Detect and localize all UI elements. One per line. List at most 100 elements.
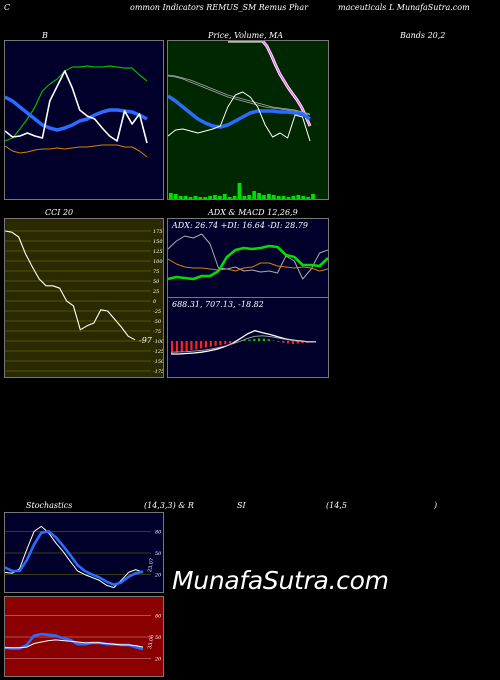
volume-bar: [213, 195, 217, 199]
volume-bar: [262, 195, 266, 199]
panel-background: [168, 298, 328, 377]
volume-bar: [188, 197, 193, 199]
macd-histogram-bar: [190, 341, 193, 351]
panel-background: [5, 597, 163, 676]
volume-bar: [252, 191, 257, 199]
price-high-line: [228, 41, 311, 127]
volume-bar: [267, 194, 271, 199]
volume-bar: [173, 194, 178, 199]
macd-histogram-bar: [214, 341, 217, 346]
stochastics-tick-label: 20: [154, 573, 162, 579]
volume-bar: [237, 183, 242, 199]
volume-bar: [193, 196, 198, 199]
cci-panel: 175 150 125 100 75 50 25 0 -25 -50 -75 -100 -125 -150…: [4, 218, 164, 378]
adx-panel: ADX: 26.74 +DI: 16.64 -DI: 28.79: [167, 218, 329, 298]
cci-tick-label: 175: [153, 229, 163, 235]
price-line: [168, 91, 311, 142]
volume-bar: [227, 197, 232, 199]
rsi-tick-label: 20: [154, 657, 162, 663]
title-adx-macd: ADX & MACD 12,26,9: [208, 208, 298, 217]
macd-histogram-bar: [180, 341, 183, 352]
cci-tick-label: 150: [153, 239, 163, 245]
rsi-value-label: 33.06: [147, 634, 155, 649]
cci-tick-label: 50: [153, 279, 160, 285]
cci-chart: 175 150 125 100 75 50 25 0 -25 -50 -75 -100 -125 -150…: [5, 219, 163, 377]
macd-histogram-bar: [204, 341, 207, 348]
cci-tick-label: 0: [153, 299, 157, 305]
macd-histogram-bar: [209, 341, 212, 347]
bb-lower-line: [5, 144, 148, 158]
volume-bar: [232, 196, 237, 199]
ma-long-1-line: [168, 74, 311, 115]
header-company: ommon Indicators REMUS_SM Remus Phar: [130, 3, 309, 12]
macd-signal-line: [170, 335, 317, 353]
cci-line: [5, 230, 136, 341]
macd-histogram-bar: [171, 341, 174, 354]
ma-long-2-line: [168, 75, 311, 116]
volume-bar: [271, 195, 276, 199]
cci-tick-label: -175: [153, 369, 163, 375]
macd-histogram-bar: [219, 341, 222, 345]
macd-histogram-bar: [229, 341, 232, 344]
panel-background: [168, 41, 328, 199]
macd-histogram-bar: [185, 341, 188, 352]
title-rsi-close: ): [434, 501, 438, 510]
title-stochastics: Stochastics: [26, 501, 73, 510]
macd-histogram-bar: [301, 341, 304, 344]
cci-tick-label: 125: [153, 249, 163, 255]
bollinger-chart: [5, 41, 163, 199]
macd-histogram-bar: [224, 341, 227, 345]
cci-tick-label: -100: [153, 339, 163, 345]
macd-histogram-bar: [175, 341, 178, 353]
bb-price-line: [5, 70, 148, 144]
title-rsi-params: (14,5: [326, 501, 347, 510]
macd-histogram-bar: [262, 338, 265, 341]
title-bollinger: B: [42, 31, 48, 40]
header-company-2: maceuticals L MunafaSutra.com: [338, 3, 470, 12]
macd-chart: [168, 298, 328, 377]
header-c: C: [4, 3, 11, 12]
volume-bar: [311, 194, 315, 199]
rsi-tick-label: 80: [155, 613, 162, 619]
adx-minus-di-line: [168, 258, 328, 272]
volume-bar: [286, 197, 291, 199]
volume-bar: [178, 196, 183, 199]
macd-histogram-bar: [200, 341, 203, 349]
volume-bar: [208, 196, 212, 199]
adx-chart: [168, 219, 328, 297]
stochastics-tick-label: 80: [155, 529, 162, 535]
cci-tick-label: -25: [153, 309, 161, 315]
macd-histogram-bar: [277, 341, 280, 342]
cci-tick-label: -75: [153, 329, 161, 335]
volume-bar: [183, 196, 188, 199]
title-price-volume-ma: Price, Volume, MA: [208, 31, 284, 40]
macd-histogram-bar: [258, 338, 261, 341]
adx-plus-di-line: [168, 244, 328, 281]
bollinger-panel: [4, 40, 164, 200]
cci-tick-label: 75: [153, 269, 159, 275]
rsi-chart: 80 50 20 33.06: [5, 597, 163, 676]
volume-bar: [301, 196, 306, 199]
cci-tick-label: 100: [153, 259, 163, 265]
cci-tick-label: -125: [153, 349, 163, 355]
panel-background: [168, 219, 328, 297]
volume-bar: [306, 197, 310, 199]
price-chart: [168, 41, 328, 199]
rsi-rsi-ma-line: [5, 639, 144, 649]
macd-histogram-bar: [248, 339, 251, 341]
title-bands: Bands 20,2: [400, 31, 446, 40]
panel-background: [5, 513, 163, 592]
stochastics-value-label: 23.07: [147, 558, 155, 573]
ma-short-line: [168, 94, 311, 129]
macd-panel: 688.31, 707.13, -18.82: [167, 297, 329, 378]
macd-histogram-bar: [253, 338, 256, 341]
cci-value-label: -97: [139, 336, 153, 345]
macd-histogram-bar: [296, 341, 299, 344]
macd-histogram-bar: [291, 341, 294, 344]
volume-bar: [203, 197, 208, 199]
macd-label: 688.31, 707.13, -18.82: [172, 300, 264, 309]
stochastics-panel: 80 50 20 23.07: [4, 512, 164, 593]
volume-bar: [242, 196, 247, 199]
volume-bar: [281, 196, 286, 199]
